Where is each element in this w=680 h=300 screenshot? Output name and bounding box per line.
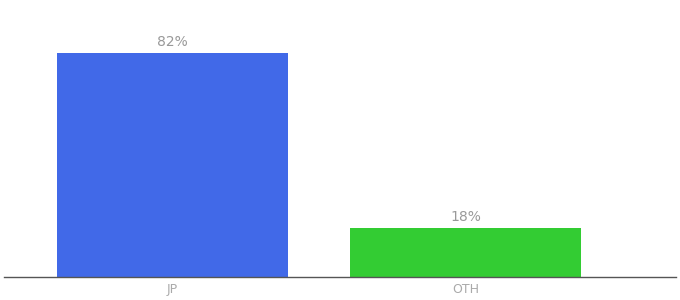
- Text: 82%: 82%: [156, 35, 188, 49]
- Bar: [350, 228, 581, 277]
- Text: 18%: 18%: [451, 210, 481, 224]
- Bar: [56, 53, 288, 277]
